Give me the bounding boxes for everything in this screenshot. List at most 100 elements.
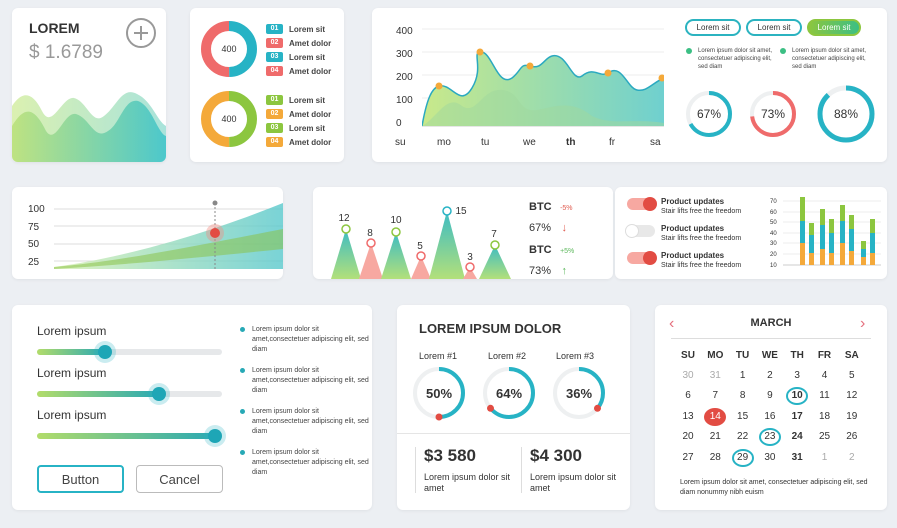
calendar-day[interactable]: 24 — [791, 431, 803, 443]
calendar-day[interactable]: 1 — [821, 451, 828, 463]
peak-label: 3 — [467, 252, 473, 263]
list-note: Lorem ipsum dolor sit amet,consectetuer … — [252, 408, 369, 435]
legend-label: Amet dolor — [289, 109, 332, 119]
slider-track-1[interactable] — [37, 349, 222, 355]
y-tick: 40 — [770, 230, 777, 237]
chevron-left-icon[interactable]: ‹ — [669, 315, 675, 332]
calendar-day[interactable]: 2 — [767, 370, 773, 381]
legend-label: Lorem sit — [289, 52, 326, 62]
calendar-day[interactable]: 17 — [791, 410, 803, 422]
peak-label: 12 — [338, 213, 350, 224]
total-amount-1: $3 580 — [424, 446, 476, 465]
calendar-day[interactable]: 13 — [682, 410, 694, 422]
growth-chart — [54, 200, 283, 269]
calendar-card: ‹ MARCH › SU MO TU WE TH FR SA 30 31 1 2 3 4 5 6 7 8 9 10 1… — [655, 305, 887, 510]
y-tick: 70 — [770, 199, 777, 205]
x-tick: fr — [609, 137, 616, 148]
stats-vline-1 — [415, 447, 416, 493]
donut-card: 400 01 Lorem sit 02 Amet dolor 03 Lorem sit… — [190, 8, 344, 162]
slider-handle-1[interactable] — [98, 345, 113, 359]
y-tick: 0 — [396, 118, 402, 129]
btc-label: BTC — [529, 244, 552, 256]
toggle-off[interactable] — [625, 224, 655, 238]
calendar-day[interactable]: 31 — [791, 451, 803, 463]
stats-title: LOREM IPSUM DOLOR — [419, 321, 562, 336]
sliders-card: Lorem ipsum Lorem ipsum Lorem ipsum Butt… — [12, 305, 372, 510]
calendar-day[interactable]: 27 — [682, 451, 694, 463]
list-note: Lorem ipsum dolor sit amet,consectetuer … — [252, 449, 369, 476]
slider-label: Lorem ipsum — [37, 408, 107, 422]
calendar-day[interactable]: 20 — [682, 431, 694, 443]
legend-item: 03 Lorem sit — [266, 121, 331, 135]
calendar-day[interactable]: 23 — [758, 428, 781, 447]
slider-fill-1 — [37, 349, 106, 355]
calendar-day[interactable]: 6 — [685, 390, 691, 402]
calendar-day[interactable]: 1 — [739, 370, 746, 381]
y-tick: 30 — [770, 241, 777, 248]
x-tick: su — [395, 137, 406, 148]
btc-pct: 67% — [529, 222, 552, 234]
calendar-day[interactable]: 14 — [704, 407, 727, 426]
btc-change: -5% — [560, 205, 573, 212]
primary-button[interactable]: Button — [37, 465, 124, 493]
calendar-day[interactable]: 10 — [786, 387, 809, 406]
calendar-day[interactable]: 18 — [818, 410, 831, 422]
legend-item: 02 Amet dolor — [266, 107, 331, 121]
calendar-day[interactable]: 12 — [846, 390, 858, 402]
calendar-day[interactable]: 7 — [712, 390, 719, 402]
calendar-day[interactable]: 28 — [709, 451, 721, 463]
legend-label: Amet dolor — [289, 137, 332, 147]
calendar-day[interactable]: 19 — [846, 410, 858, 422]
calendar-day[interactable]: 16 — [764, 410, 776, 422]
calendar-day[interactable]: 25 — [818, 431, 831, 443]
gauge-3-label: 88% — [834, 107, 858, 121]
calendar-day[interactable]: 29 — [731, 448, 754, 467]
lorem-title: LOREM — [29, 20, 80, 36]
cancel-button[interactable]: Cancel — [136, 465, 223, 493]
y-tick: 10 — [770, 262, 777, 269]
calendar-day[interactable]: 2 — [849, 451, 855, 463]
calendar-day[interactable]: 15 — [737, 410, 749, 422]
gauge-1-label: 67% — [697, 107, 721, 121]
pill-filter-3[interactable]: Lorem sit — [807, 19, 861, 36]
btc-1: BTC -5% 67% ↓ — [529, 197, 589, 236]
x-tick: we — [523, 137, 536, 148]
calendar-day[interactable]: 5 — [849, 370, 855, 381]
calendar-day[interactable]: 21 — [709, 431, 721, 443]
slider-handle-3[interactable] — [207, 429, 222, 443]
weekday-label: FR — [817, 350, 832, 361]
y-tick: 20 — [770, 251, 777, 258]
calendar-day[interactable]: 4 — [821, 370, 828, 381]
calendar-day[interactable]: 31 — [709, 370, 721, 381]
legend-item: 04 Amet dolor — [266, 64, 331, 78]
updates-card: Product updates Stair lifts free the fre… — [615, 187, 887, 279]
calendar-day[interactable]: 22 — [737, 431, 749, 443]
slider-fill-2 — [37, 391, 160, 397]
legend-note-2: Lorem ipsum dolor sit amet, consectetuer… — [780, 47, 870, 71]
update-title: Product updates — [661, 251, 725, 260]
peak-label: 10 — [390, 215, 402, 226]
total-desc-1: Lorem ipsum dolor sit amet — [424, 472, 511, 493]
btc-pct: 73% — [529, 265, 552, 277]
calendar-day[interactable]: 8 — [739, 390, 746, 402]
legend-num: 04 — [266, 66, 283, 76]
calendar-day[interactable]: 26 — [846, 431, 858, 443]
calendar-day[interactable]: 3 — [794, 370, 800, 381]
area-chart-card: 400 300 200 100 0 su mo tu we th fr sa L… — [372, 8, 887, 162]
legend-dot — [686, 48, 692, 54]
chevron-right-icon[interactable]: › — [860, 315, 866, 332]
legend-note-text: Lorem ipsum dolor sit amet, consectetuer… — [792, 48, 867, 70]
calendar-day[interactable]: 30 — [764, 451, 776, 463]
weekday-label: WE — [761, 350, 778, 361]
add-icon[interactable] — [126, 18, 156, 48]
toggle-on[interactable] — [627, 197, 657, 211]
calendar-day[interactable]: 30 — [682, 370, 694, 381]
growth-y-ticks: 100 75 50 25 — [28, 201, 45, 271]
y-tick: 100 — [28, 204, 45, 215]
pill-filter-2[interactable]: Lorem sit — [746, 19, 802, 36]
calendar-day[interactable]: 9 — [767, 390, 773, 402]
slider-handle-2[interactable] — [152, 387, 167, 401]
pill-filter-1[interactable]: Lorem sit — [685, 19, 741, 36]
calendar-day[interactable]: 11 — [819, 390, 830, 402]
toggle-on[interactable] — [627, 251, 657, 265]
